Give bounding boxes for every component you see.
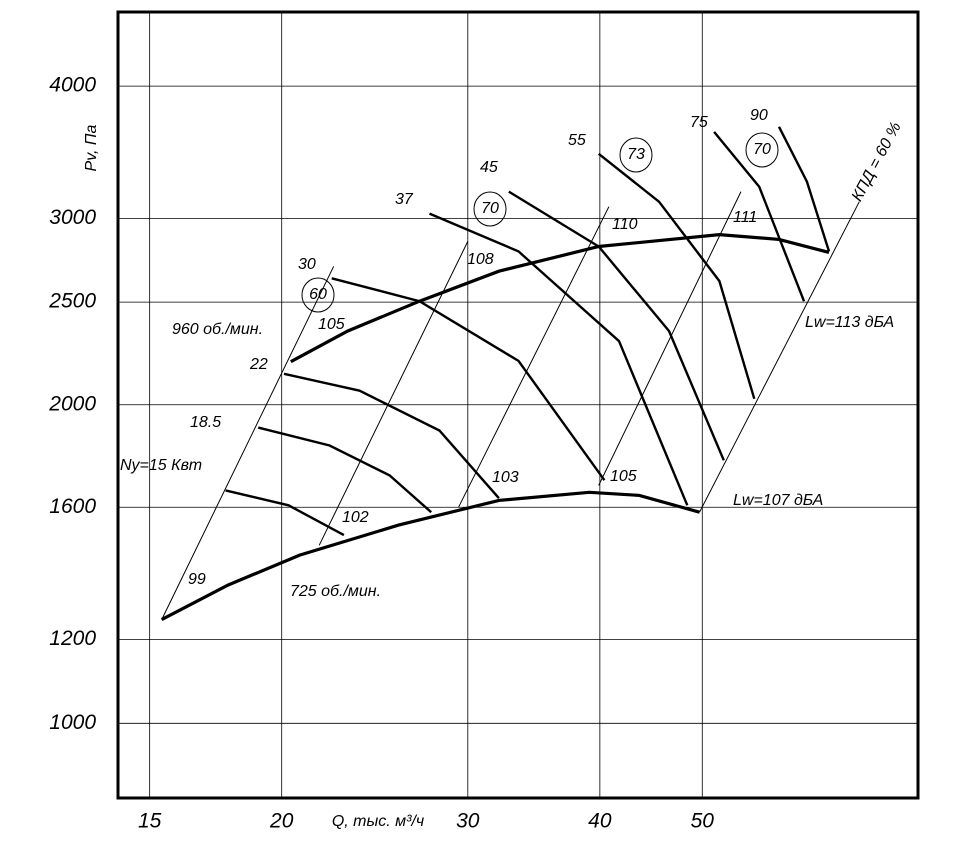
curve xyxy=(458,206,610,508)
sound-level-label: 103 xyxy=(492,469,519,486)
curve xyxy=(225,489,345,537)
curve-label: 60 xyxy=(309,286,327,303)
curve-label: 960 об./мин. xyxy=(172,321,263,338)
curve xyxy=(160,490,700,622)
x-tick-label: 15 xyxy=(138,810,162,833)
x-tick-label: 50 xyxy=(691,810,715,833)
curve xyxy=(290,232,830,364)
y-tick-label: 2000 xyxy=(48,392,96,415)
sound-level-label: 105 xyxy=(610,468,637,485)
x-tick-label: 40 xyxy=(588,810,612,833)
label-circle xyxy=(619,137,653,173)
y-axis-label: Pv, Па xyxy=(83,124,100,171)
y-tick-label: 1200 xyxy=(49,627,96,650)
sound-level-label: 99 xyxy=(188,571,206,588)
curve xyxy=(318,241,469,546)
label-circle xyxy=(301,277,335,313)
curve-label: КПД = 60 % xyxy=(849,119,905,204)
sound-level-label: 102 xyxy=(342,509,369,526)
annotation: Lw=107 дБА xyxy=(733,492,823,509)
sound-level-label: 111 xyxy=(733,209,757,226)
curve xyxy=(331,277,606,481)
curve-label: 37 xyxy=(395,191,414,208)
curve-label: Ny=15 Квт xyxy=(120,457,202,474)
curve-label: 90 xyxy=(750,107,768,124)
y-tick-label: 4000 xyxy=(49,74,96,97)
curve-label: 22 xyxy=(249,356,268,373)
curve xyxy=(777,126,831,252)
curve-label: 55 xyxy=(568,132,586,149)
label-circle xyxy=(745,132,779,168)
curve-label: 725 об./мин. xyxy=(290,583,381,600)
curve xyxy=(508,190,725,461)
y-tick-label: 3000 xyxy=(49,206,96,229)
y-tick-label: 1000 xyxy=(49,711,96,734)
sound-level-label: 105 xyxy=(318,316,345,333)
curve xyxy=(429,212,689,506)
curve-label: 18.5 xyxy=(190,414,221,431)
x-tick-label: 30 xyxy=(456,810,480,833)
curve-label: 70 xyxy=(481,200,499,217)
x-tick-label: 20 xyxy=(269,810,294,833)
curve-label: 75 xyxy=(690,114,708,131)
curve xyxy=(283,372,500,499)
curve xyxy=(598,191,742,486)
y-tick-label: 2500 xyxy=(48,290,96,313)
curve xyxy=(699,201,860,513)
curve-label: 70 xyxy=(753,141,771,158)
curve xyxy=(257,426,432,514)
sound-level-label: 110 xyxy=(612,216,638,233)
y-tick-label: 1600 xyxy=(49,495,96,518)
annotation: Lw=113 дБА xyxy=(805,314,894,331)
curve-label: 73 xyxy=(627,146,645,163)
curve-label: 45 xyxy=(480,159,498,176)
label-circle xyxy=(473,191,507,227)
curve-label: 30 xyxy=(298,256,316,273)
x-axis-label: Q, тыс. м³/ч xyxy=(332,813,424,830)
sound-level-label: 108 xyxy=(467,251,494,268)
curve xyxy=(713,131,806,302)
curve xyxy=(161,266,335,620)
curve xyxy=(597,152,756,400)
